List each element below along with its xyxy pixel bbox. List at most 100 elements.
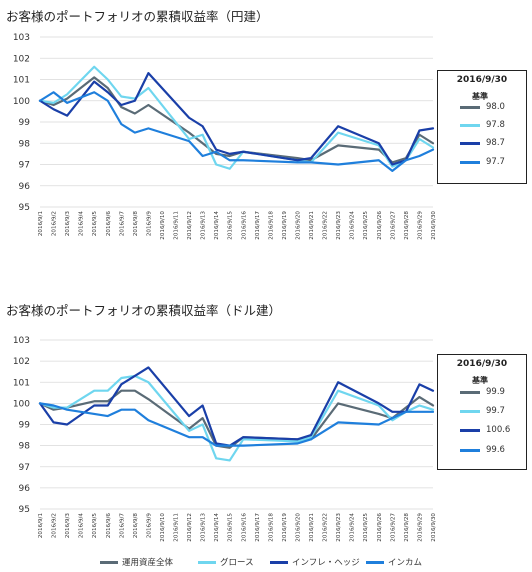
x-tick-label: 2016/9/16 [241,513,247,542]
legend-date: 2016/9/30 [456,359,508,369]
series-line-inflation [38,72,435,166]
x-tick-label: 2016/9/19 [282,513,288,542]
x-tick-label: 2016/9/10 [160,513,166,542]
series-legend-label-whole: 運用資産全体 [122,558,174,568]
legend-value-growth: 97.8 [486,120,505,130]
y-tick-label: 102 [13,357,30,367]
legend-swatch-whole [460,106,480,109]
chart-yen-plot: 95 96 97 98 99 100 101 102 103 2016/9/1 2016/9/2 20… [13,33,437,240]
legend-value-inflation: 98.7 [486,138,505,148]
x-tick-label: 2016/9/16 [241,211,247,240]
x-tick-label: 2016/9/13 [201,211,207,240]
y-tick-label: 100 [13,399,30,409]
x-tick-label: 2016/9/5 [92,211,98,237]
series-line-growth [38,65,435,170]
legend-swatch-inflation [460,142,480,145]
x-tick-label: 2016/9/19 [282,211,288,240]
x-tick-label: 2016/9/8 [133,513,139,539]
y-tick-label: 97 [19,161,30,171]
legend-value-income: 99.6 [486,445,505,455]
legend-value-growth: 99.7 [486,406,505,416]
x-tick-label: 2016/9/2 [52,211,58,236]
legend-value-whole: 99.9 [486,387,505,397]
x-tick-label: 2016/9/10 [160,211,166,240]
chart-yen-legend: 2016/9/30 基準 98.0 97.8 98.7 97.7 [437,70,527,184]
x-tick-label: 2016/9/7 [119,513,125,539]
x-tick-label: 2016/9/26 [377,513,383,542]
x-tick-label: 2016/9/17 [255,211,261,240]
series-legend-swatch-whole [100,561,118,564]
series-line-income [38,91,435,172]
y-tick-label: 101 [13,76,30,86]
x-tick-label: 2016/9/28 [404,513,410,542]
legend-value-inflation: 100.6 [486,425,511,435]
series-legend-label-income: インカム [388,558,423,568]
x-tick-label: 2016/9/14 [214,513,220,542]
x-tick-label: 2016/9/3 [65,513,71,539]
chart-title: お客様のポートフォリオの累積収益率（円建） [6,9,269,24]
x-tick-label: 2016/9/18 [268,513,274,542]
x-tick-label: 2016/9/23 [336,211,342,240]
x-tick-label: 2016/9/22 [323,513,329,542]
y-tick-label: 96 [19,182,31,192]
x-tick-label: 2016/9/8 [133,211,139,237]
x-tick-label: 2016/9/24 [350,513,356,542]
x-tick-label: 2016/9/27 [390,513,396,542]
x-tick-label: 2016/9/20 [295,211,301,240]
legend-swatch-income [460,161,480,164]
x-tick-label: 2016/9/29 [417,211,423,240]
series-line-whole [38,76,435,164]
series-legend-label-growth: グロース [220,558,254,568]
y-tick-label: 99 [19,421,31,431]
x-tick-label: 2016/9/24 [350,211,356,240]
x-tick-label: 2016/9/18 [268,211,274,240]
series-legend-swatch-inflation [270,561,288,564]
y-tick-label: 95 [19,505,30,515]
x-tick-label: 2016/9/1 [38,513,44,539]
legend-swatch-inflation [460,429,480,432]
series-line-whole [38,389,435,449]
x-tick-label: 2016/9/13 [201,513,207,542]
y-tick-label: 95 [19,203,30,213]
x-tick-label: 2016/9/15 [228,211,234,240]
y-tick-label: 101 [13,378,30,388]
x-tick-label: 2016/9/27 [390,211,396,240]
x-tick-label: 2016/9/22 [323,211,329,240]
series-line-income [38,402,435,447]
x-tick-label: 2016/9/28 [404,211,410,240]
y-tick-label: 103 [13,336,30,346]
legend-value-whole: 98.0 [486,102,505,112]
x-tick-label: 2016/9/2 [52,513,58,538]
legend-header: 基準 [472,376,488,385]
series-line-inflation [38,366,435,447]
x-tick-label: 2016/9/21 [309,513,315,542]
chart-dollar: お客様のポートフォリオの累積収益率（ドル建） 95 96 97 98 99 100 101 1… [0,292,532,548]
x-tick-label: 2016/9/3 [65,211,71,237]
y-tick-label: 98 [19,442,31,452]
legend-swatch-income [460,449,480,452]
x-tick-label: 2016/9/12 [187,513,193,542]
x-tick-label: 2016/9/4 [79,211,85,237]
chart-yen: お客様のポートフォリオの累積収益率（円建） 95 96 97 98 99 100 101 10… [0,0,532,270]
legend-swatch-whole [460,391,480,394]
x-tick-label: 2016/9/9 [146,211,152,237]
x-tick-label: 2016/9/30 [431,513,437,542]
x-tick-label: 2016/9/5 [92,513,98,539]
y-tick-label: 100 [13,97,30,107]
legend-value-income: 97.7 [486,157,505,167]
x-tick-label: 2016/9/30 [431,211,437,240]
x-tick-label: 2016/9/25 [363,211,369,240]
series-legend-swatch-income [366,561,384,564]
x-tick-label: 2016/9/25 [363,513,369,542]
series-legend-label-inflation: インフレ・ヘッジ [292,558,360,568]
x-tick-label: 2016/9/11 [174,513,180,542]
x-tick-label: 2016/9/17 [255,513,261,542]
y-tick-label: 96 [19,484,31,494]
legend-swatch-growth [460,124,480,127]
x-tick-label: 2016/9/15 [228,513,234,542]
series-legend-swatch-growth [198,561,216,564]
x-tick-label: 2016/9/21 [309,211,315,240]
y-tick-label: 103 [13,33,30,43]
series-legend: 運用資産全体 グロース インフレ・ヘッジ インカム [100,556,520,570]
chart-dollar-legend: 2016/9/30 基準 99.9 99.7 100.6 99.6 [437,354,527,470]
